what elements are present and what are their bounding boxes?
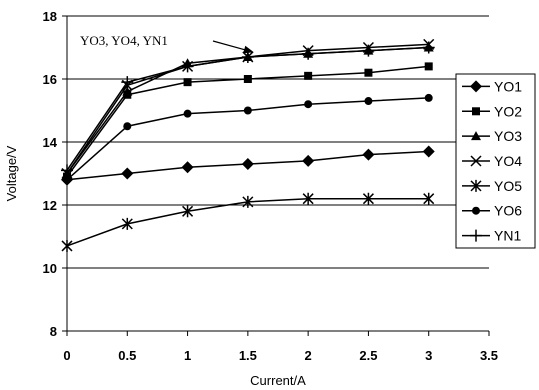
legend-marker-yn1 [470,229,482,242]
y-tick-labels: 8 10 12 14 16 18 [43,9,58,339]
x-tick-label-3.5: 3.5 [480,348,498,363]
x-tick-label-1: 1 [184,348,191,363]
point-yn1-0 [61,164,73,177]
y-tick-label-14: 14 [43,135,58,150]
series-group [61,38,435,252]
legend-item-yo5: YO5 [462,178,522,194]
point-yn1-3 [241,50,254,63]
point-yo2-3 [243,75,252,83]
legend-marker-yo1 [470,80,482,93]
legend-item-yo3: YO3 [462,128,522,144]
legend-label-yo6: YO6 [494,203,522,219]
annotations: YO3, YO4, YN1 [80,33,254,54]
x-tick-label-2.5: 2.5 [359,348,377,363]
point-yo5-1 [121,217,133,230]
point-yo2-5 [364,68,373,77]
x-tick-label-3: 3 [425,348,432,363]
legend-marker-yo5 [470,179,482,192]
legend-item-yo6: YO6 [462,203,522,219]
point-yn1-4 [302,47,315,60]
series-yo6 [63,93,433,184]
x-tick-label-1.5: 1.5 [239,348,257,363]
series-yo1 [61,145,435,186]
legend-label-yo3: YO3 [494,128,522,144]
point-yo5-5 [362,192,374,205]
legend-item-yn1: YN1 [462,228,521,244]
point-yo2-6 [424,62,433,71]
point-yo6-2 [183,109,192,118]
point-yo2-4 [304,71,313,80]
legend-marker-yo4 [470,155,482,167]
point-yo1-5 [362,148,375,161]
y-tick-label-12: 12 [43,198,57,213]
x-tick-label-0.5: 0.5 [118,348,136,363]
point-yn1-1 [121,76,134,89]
legend-label-yo1: YO1 [494,78,522,94]
y-tick-label-8: 8 [50,324,57,339]
legend-item-yo4: YO4 [462,153,522,169]
legend-label-yo5: YO5 [494,178,522,194]
point-yo6-6 [424,93,433,102]
point-yo6-4 [304,100,313,109]
y-tick-label-16: 16 [43,72,57,87]
y-tick-label-10: 10 [43,261,57,276]
legend: YO1 YO2 YO3 YO4 YO5 YO6 YN1 [455,73,536,249]
point-yo6-5 [364,97,373,106]
point-yo1-6 [422,145,435,158]
y-tick-label-18: 18 [43,9,57,24]
legend-marker-yo3 [471,131,481,141]
point-yo5-0 [61,239,73,252]
y-axis-title: Voltage/V [4,145,19,201]
point-yo3-1 [122,86,133,96]
x-tick-labels: 0 0.5 1 1.5 2 2.5 3 3.5 [63,348,498,363]
point-yo5-6 [423,192,435,205]
point-yo2-2 [183,78,192,87]
x-tick-label-2: 2 [305,348,312,363]
point-yo1-1 [121,167,134,180]
annotation-text: YO3, YO4, YN1 [80,33,168,48]
legend-marker-yo6 [472,206,480,215]
point-yo5-2 [182,205,194,218]
series-yo5 [61,192,435,252]
annotation-arrow-head [243,45,254,54]
legend-item-yo2: YO2 [462,103,522,119]
point-yo1-3 [241,158,254,171]
point-yo6-0 [63,175,71,184]
x-tick-label-0: 0 [63,348,70,363]
annotation-arrow-line [212,40,251,52]
legend-marker-yo2 [472,107,480,116]
legend-item-yo1: YO1 [462,78,522,94]
point-yo6-3 [243,106,252,115]
legend-label-yo2: YO2 [494,103,522,119]
legend-label-yo4: YO4 [494,153,522,169]
series-yn1 [61,41,435,177]
point-yn1-5 [362,44,375,57]
point-yo1-4 [302,154,315,167]
point-yo1-2 [181,161,194,174]
x-axis-title: Current/A [250,373,306,388]
legend-label-yn1: YN1 [494,228,521,244]
point-yn1-6 [422,41,435,54]
point-yo5-3 [242,195,254,208]
point-yo6-1 [123,122,132,131]
point-yo5-4 [302,192,314,205]
point-yn1-2 [181,60,194,73]
